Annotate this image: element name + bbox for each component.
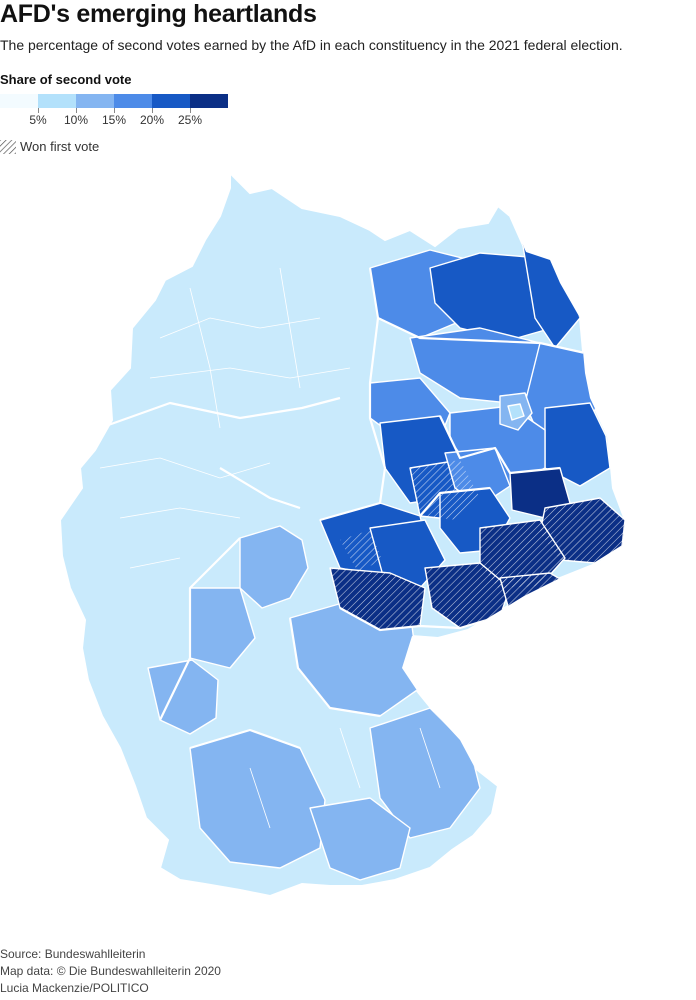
credit-line: Lucia Mackenzie/POLITICO — [0, 981, 149, 995]
legend-tick-label: 15% — [101, 113, 127, 127]
page-title: AFD's emerging heartlands — [0, 0, 317, 28]
legend-tick-line — [152, 108, 153, 113]
color-scale-legend — [0, 94, 228, 108]
hatch-legend-label: Won first vote — [20, 139, 100, 154]
source-line: Source: Bundeswahlleiterin — [0, 947, 146, 961]
legend-tick-label: 5% — [29, 113, 47, 127]
legend-swatch-2 — [76, 94, 114, 108]
legend-tick-label: 10% — [63, 113, 89, 127]
region-hesse-east — [239, 525, 309, 609]
constituency-lines — [99, 267, 441, 829]
region-berlin-core — [507, 403, 525, 421]
legend-tick-line — [38, 108, 39, 113]
page-subtitle: The percentage of second votes earned by… — [0, 37, 623, 53]
footer: Source: Bundeswahlleiterin Map data: © D… — [0, 946, 221, 997]
legend-swatch-3 — [114, 94, 152, 108]
legend-tick-label: 20% — [139, 113, 165, 127]
region-bavaria-south — [309, 797, 411, 881]
legend-swatch-0 — [0, 94, 38, 108]
germany-constituency-map — [58, 170, 627, 898]
legend-swatch-5 — [190, 94, 228, 108]
legend-swatch-1 — [38, 94, 76, 108]
hatch-legend: Won first vote — [0, 139, 99, 154]
legend-tick-line — [76, 108, 77, 113]
legend-title: Share of second vote — [0, 72, 132, 87]
legend-swatch-4 — [152, 94, 190, 108]
legend-tick-label: 25% — [177, 113, 203, 127]
legend-tick-line — [190, 108, 191, 113]
hatch-swatch-icon — [0, 139, 16, 154]
map-data-line: Map data: © Die Bundeswahlleiterin 2020 — [0, 964, 221, 978]
legend-tick-line — [114, 108, 115, 113]
